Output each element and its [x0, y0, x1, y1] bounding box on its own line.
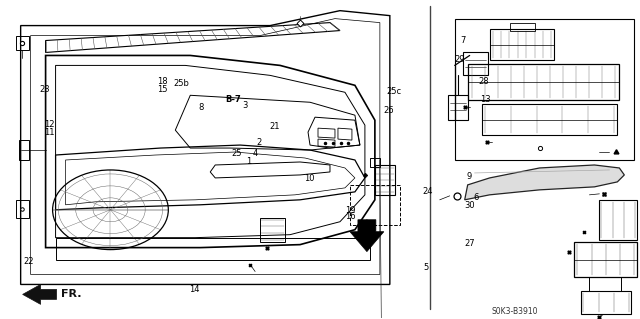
Text: S0K3-B3910: S0K3-B3910: [492, 307, 538, 316]
Text: 3: 3: [242, 101, 248, 110]
Text: 9: 9: [467, 173, 472, 182]
Text: B-7: B-7: [225, 95, 241, 104]
Text: 22: 22: [23, 257, 33, 266]
Text: 19: 19: [346, 206, 356, 215]
Text: 12: 12: [44, 120, 54, 129]
Text: 11: 11: [44, 128, 54, 137]
Text: 21: 21: [269, 122, 280, 131]
Text: 2: 2: [256, 137, 261, 146]
Text: 7: 7: [461, 36, 466, 45]
Text: 15: 15: [157, 85, 168, 94]
Text: FR.: FR.: [61, 289, 81, 300]
Text: 25: 25: [232, 149, 243, 158]
Text: 30: 30: [465, 201, 475, 210]
Text: 26: 26: [384, 106, 394, 115]
Text: 13: 13: [479, 95, 490, 104]
Polygon shape: [350, 220, 384, 252]
Text: 4: 4: [253, 149, 258, 158]
Text: 10: 10: [304, 174, 314, 183]
Text: 25b: 25b: [173, 79, 189, 88]
Text: 23: 23: [39, 85, 50, 94]
Polygon shape: [465, 165, 625, 200]
Text: 29: 29: [454, 55, 465, 64]
Text: 8: 8: [198, 103, 204, 112]
Text: 27: 27: [465, 239, 475, 248]
Text: 14: 14: [189, 285, 200, 294]
Text: 5: 5: [424, 263, 429, 272]
Text: 28: 28: [478, 77, 489, 86]
Text: 1: 1: [246, 157, 252, 166]
Text: 6: 6: [473, 193, 479, 202]
Text: 24: 24: [422, 187, 433, 196]
Polygon shape: [22, 285, 56, 304]
Text: 18: 18: [157, 77, 168, 86]
Text: 16: 16: [346, 212, 356, 221]
Text: 25c: 25c: [387, 87, 401, 96]
